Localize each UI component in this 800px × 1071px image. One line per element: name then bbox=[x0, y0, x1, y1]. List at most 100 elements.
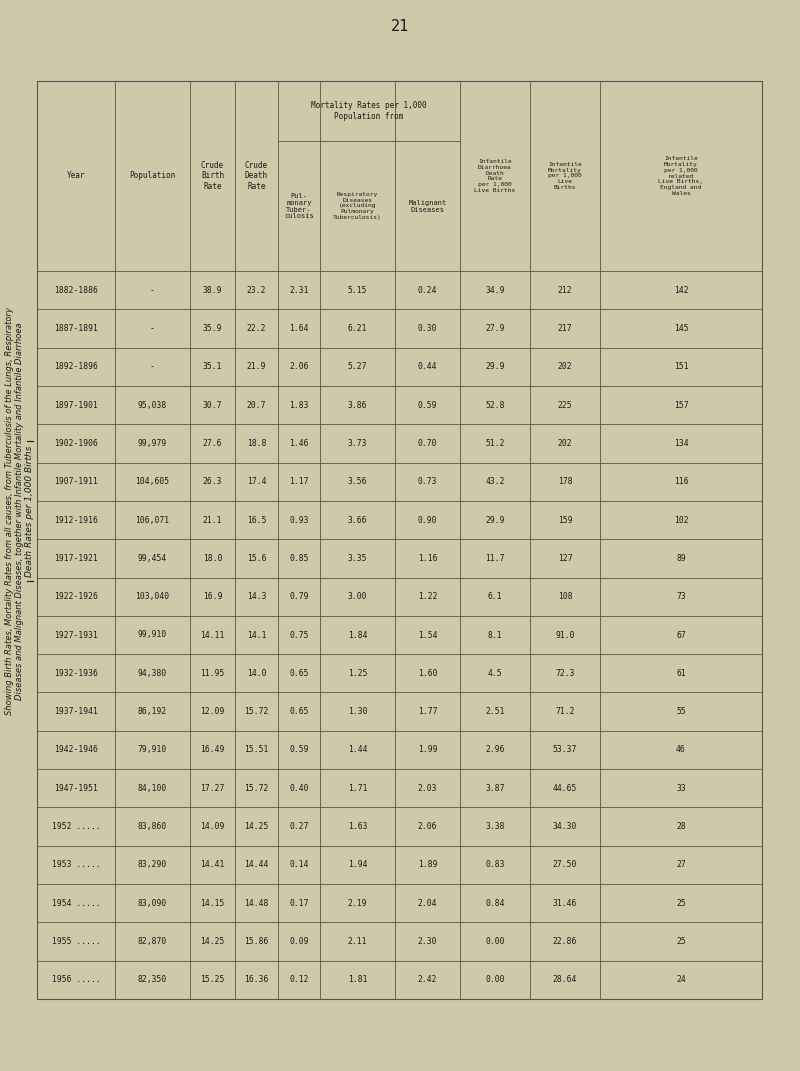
Text: 16.49: 16.49 bbox=[200, 745, 225, 754]
Text: 108: 108 bbox=[558, 592, 572, 601]
Text: 1882-1886: 1882-1886 bbox=[54, 286, 98, 295]
Text: Respiratory
Diseases
(excluding
Pulmonary
Tuberculosis): Respiratory Diseases (excluding Pulmonar… bbox=[333, 192, 382, 221]
Text: 116: 116 bbox=[674, 478, 688, 486]
Text: 82,870: 82,870 bbox=[138, 937, 167, 946]
Text: 145: 145 bbox=[674, 323, 688, 333]
Text: 14.0: 14.0 bbox=[246, 668, 266, 678]
Text: 27.50: 27.50 bbox=[553, 860, 577, 870]
Text: 2.06: 2.06 bbox=[290, 362, 309, 372]
Text: 1.89: 1.89 bbox=[418, 860, 438, 870]
Text: 217: 217 bbox=[558, 323, 572, 333]
Text: 14.25: 14.25 bbox=[200, 937, 225, 946]
Text: 0.59: 0.59 bbox=[418, 401, 438, 409]
Text: 25: 25 bbox=[676, 899, 686, 908]
Text: 1892-1896: 1892-1896 bbox=[54, 362, 98, 372]
Text: 84,100: 84,100 bbox=[138, 784, 167, 793]
Text: 18.0: 18.0 bbox=[202, 554, 222, 563]
Text: 30.7: 30.7 bbox=[202, 401, 222, 409]
Text: 16.36: 16.36 bbox=[244, 976, 269, 984]
Text: 2.96: 2.96 bbox=[486, 745, 505, 754]
Text: 29.9: 29.9 bbox=[486, 362, 505, 372]
Text: 1.22: 1.22 bbox=[418, 592, 438, 601]
Text: 178: 178 bbox=[558, 478, 572, 486]
Text: Malignant
Diseases: Malignant Diseases bbox=[408, 199, 446, 212]
Text: 3.66: 3.66 bbox=[348, 515, 367, 525]
Text: Showing Birth Rates, Mortality Rates from all causes, from Tuberculosis of the L: Showing Birth Rates, Mortality Rates fro… bbox=[6, 307, 14, 715]
Text: 0.00: 0.00 bbox=[486, 937, 505, 946]
Text: 38.9: 38.9 bbox=[202, 286, 222, 295]
Text: 17.4: 17.4 bbox=[246, 478, 266, 486]
Text: 1917-1921: 1917-1921 bbox=[54, 554, 98, 563]
Text: 99,979: 99,979 bbox=[138, 439, 167, 448]
Text: 15.25: 15.25 bbox=[200, 976, 225, 984]
Text: 15.86: 15.86 bbox=[244, 937, 269, 946]
Text: -: - bbox=[150, 323, 155, 333]
Text: 1953 .....: 1953 ..... bbox=[52, 860, 100, 870]
Text: 2.51: 2.51 bbox=[486, 707, 505, 716]
Text: 16.5: 16.5 bbox=[246, 515, 266, 525]
Text: 67: 67 bbox=[676, 631, 686, 639]
Text: 1954 .....: 1954 ..... bbox=[52, 899, 100, 908]
Text: 0.44: 0.44 bbox=[418, 362, 438, 372]
Text: 134: 134 bbox=[674, 439, 688, 448]
Text: 14.44: 14.44 bbox=[244, 860, 269, 870]
Text: 8.1: 8.1 bbox=[488, 631, 502, 639]
Text: 3.56: 3.56 bbox=[348, 478, 367, 486]
Text: 33: 33 bbox=[676, 784, 686, 793]
Text: 53.37: 53.37 bbox=[553, 745, 577, 754]
Text: 2.30: 2.30 bbox=[418, 937, 438, 946]
Text: 0.17: 0.17 bbox=[290, 899, 309, 908]
Text: 15.72: 15.72 bbox=[244, 707, 269, 716]
Text: 0.83: 0.83 bbox=[486, 860, 505, 870]
Text: 0.84: 0.84 bbox=[486, 899, 505, 908]
Text: 31.46: 31.46 bbox=[553, 899, 577, 908]
Text: 34.30: 34.30 bbox=[553, 823, 577, 831]
Text: 83,290: 83,290 bbox=[138, 860, 167, 870]
Text: 106,071: 106,071 bbox=[135, 515, 170, 525]
Text: 71.2: 71.2 bbox=[555, 707, 574, 716]
Text: 2.06: 2.06 bbox=[418, 823, 438, 831]
Text: 14.3: 14.3 bbox=[246, 592, 266, 601]
Text: 94,380: 94,380 bbox=[138, 668, 167, 678]
Text: 0.40: 0.40 bbox=[290, 784, 309, 793]
Text: 46: 46 bbox=[676, 745, 686, 754]
Text: 51.2: 51.2 bbox=[486, 439, 505, 448]
Text: 2.04: 2.04 bbox=[418, 899, 438, 908]
Text: 16.9: 16.9 bbox=[202, 592, 222, 601]
Text: 0.93: 0.93 bbox=[290, 515, 309, 525]
Text: 2.31: 2.31 bbox=[290, 286, 309, 295]
Text: 1955 .....: 1955 ..... bbox=[52, 937, 100, 946]
Text: 28: 28 bbox=[676, 823, 686, 831]
Text: 1942-1946: 1942-1946 bbox=[54, 745, 98, 754]
Text: 1.54: 1.54 bbox=[418, 631, 438, 639]
Text: 103,040: 103,040 bbox=[135, 592, 170, 601]
Text: 5.15: 5.15 bbox=[348, 286, 367, 295]
Text: 17.27: 17.27 bbox=[200, 784, 225, 793]
Text: 83,090: 83,090 bbox=[138, 899, 167, 908]
Text: 1.30: 1.30 bbox=[348, 707, 367, 716]
Text: 22.2: 22.2 bbox=[246, 323, 266, 333]
Text: 3.86: 3.86 bbox=[348, 401, 367, 409]
Text: 3.35: 3.35 bbox=[348, 554, 367, 563]
Text: -: - bbox=[150, 286, 155, 295]
Text: 3.73: 3.73 bbox=[348, 439, 367, 448]
Bar bbox=[37, 81, 762, 999]
Text: 27.6: 27.6 bbox=[202, 439, 222, 448]
Text: 0.75: 0.75 bbox=[290, 631, 309, 639]
Text: 95,038: 95,038 bbox=[138, 401, 167, 409]
Text: Crude
Birth
Rate: Crude Birth Rate bbox=[201, 161, 224, 191]
Text: 1.99: 1.99 bbox=[418, 745, 438, 754]
Text: 1887-1891: 1887-1891 bbox=[54, 323, 98, 333]
Text: 3.38: 3.38 bbox=[486, 823, 505, 831]
Text: 11.95: 11.95 bbox=[200, 668, 225, 678]
Text: 18.8: 18.8 bbox=[246, 439, 266, 448]
Text: 0.59: 0.59 bbox=[290, 745, 309, 754]
Text: 12.09: 12.09 bbox=[200, 707, 225, 716]
Text: 1897-1901: 1897-1901 bbox=[54, 401, 98, 409]
Text: 15.51: 15.51 bbox=[244, 745, 269, 754]
Text: 0.65: 0.65 bbox=[290, 668, 309, 678]
Text: 14.25: 14.25 bbox=[244, 823, 269, 831]
Text: Diseases and Malignant Diseases, together with Infantile Mortality and Infantile: Diseases and Malignant Diseases, togethe… bbox=[15, 322, 25, 699]
Text: 202: 202 bbox=[558, 362, 572, 372]
Text: Year: Year bbox=[66, 171, 86, 181]
